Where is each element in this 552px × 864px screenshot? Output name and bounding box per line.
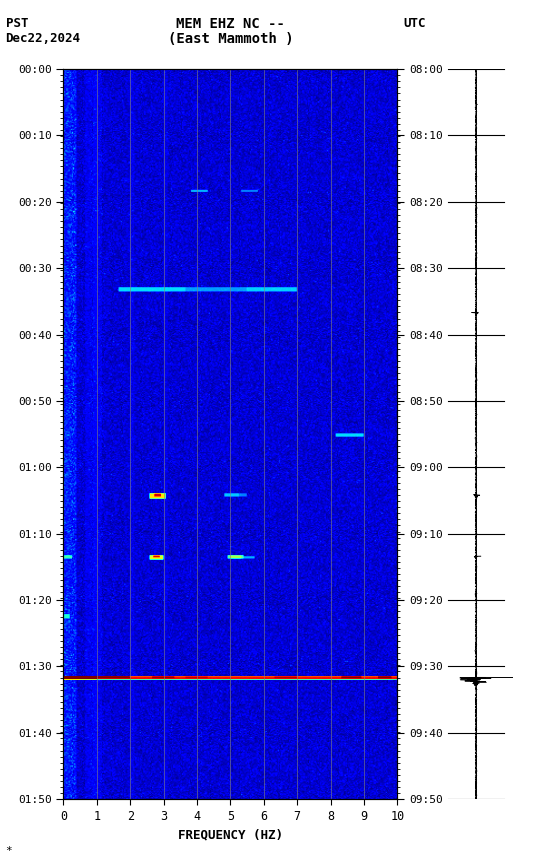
X-axis label: FREQUENCY (HZ): FREQUENCY (HZ) [178,829,283,842]
Text: Dec22,2024: Dec22,2024 [6,32,81,45]
Text: MEM EHZ NC --: MEM EHZ NC -- [176,17,285,31]
Text: UTC: UTC [403,17,426,30]
Text: (East Mammoth ): (East Mammoth ) [168,32,293,46]
Text: PST: PST [6,17,28,30]
Text: *: * [6,846,12,855]
